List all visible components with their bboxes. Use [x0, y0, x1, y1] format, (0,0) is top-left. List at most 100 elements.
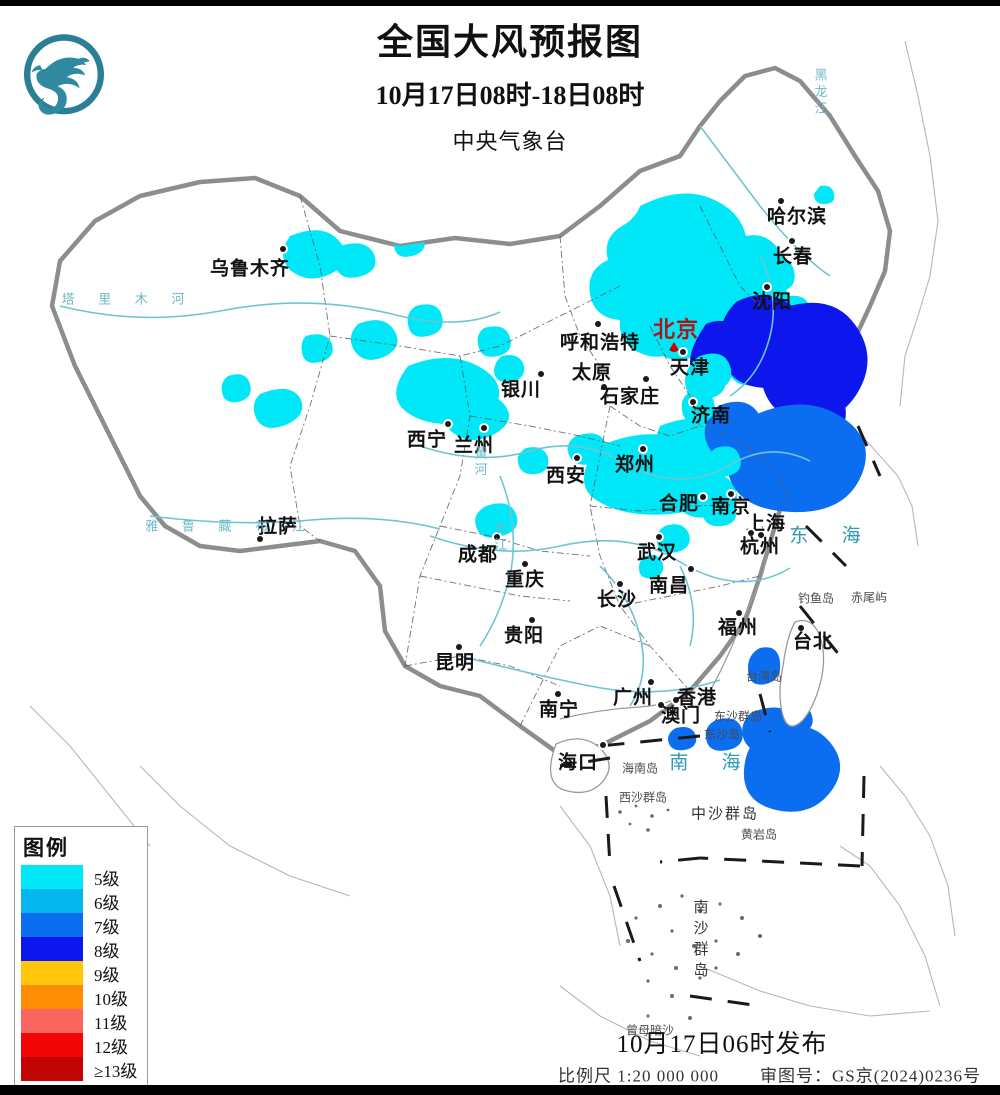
city-label-30: 海口 — [557, 752, 599, 774]
forecast-period: 10月17日08时-18日08时 — [375, 81, 645, 110]
issue-time: 10月17日06时发布 — [616, 1031, 828, 1058]
river-label-3: 长 江 — [492, 521, 508, 551]
city-marker-13 — [778, 198, 784, 204]
city-marker-30 — [600, 742, 606, 748]
legend-row-7: 12级 — [21, 1033, 143, 1057]
island-label-3: 黄岩岛 — [740, 827, 778, 842]
island-label-1: 西沙群岛 — [618, 790, 668, 805]
island-label-0: 海南岛 — [621, 761, 659, 776]
city-marker-14 — [574, 455, 580, 461]
city-marker-12 — [789, 238, 795, 244]
cma-dragon-logo — [23, 34, 105, 115]
city-label-12: 长春 — [772, 246, 814, 268]
legend-swatch-6 — [21, 1009, 83, 1033]
island-label-9: 曾母暗沙 — [625, 1023, 675, 1038]
city-label-2: 西宁 — [406, 429, 448, 451]
city-label-1: 拉萨 — [257, 516, 299, 538]
city-label-4: 银川 — [500, 379, 542, 401]
city-marker-15 — [640, 446, 646, 452]
legend-row-5: 10级 — [21, 985, 143, 1009]
legend-label-2: 7级 — [94, 917, 120, 937]
city-label-21: 南昌 — [648, 575, 690, 597]
sea-label-1: 南 海 — [669, 752, 755, 774]
xisha-islets — [618, 804, 670, 832]
city-marker-10 — [690, 399, 696, 405]
legend-rows: 5级 6级 7级 8级 9级 10级 11级 12级 ≥13级 — [21, 865, 143, 1081]
legend-title: 图例 — [23, 837, 69, 860]
city-marker-0 — [280, 246, 286, 252]
city-marker-17 — [728, 491, 734, 497]
city-label-26: 重庆 — [504, 569, 546, 591]
river-label-4: 雅 鲁 藏 布 江 — [145, 518, 315, 534]
city-label-13: 哈尔滨 — [766, 206, 828, 228]
legend-row-6: 11级 — [21, 1009, 143, 1033]
legend-label-5: 10级 — [94, 989, 128, 1009]
legend-swatch-7 — [21, 1033, 83, 1057]
city-label-27: 贵阳 — [503, 625, 545, 647]
city-label-23: 福州 — [717, 617, 759, 639]
city-marker-28 — [456, 644, 462, 650]
legend-row-2: 7级 — [21, 913, 143, 937]
city-label-32: 香港 — [676, 687, 718, 709]
legend-label-0: 5级 — [94, 869, 120, 889]
city-label-3: 兰州 — [453, 435, 495, 457]
city-label-11: 沈阳 — [751, 291, 793, 313]
legend-label-1: 6级 — [94, 893, 120, 913]
neighbour-outlines — [29, 40, 956, 1057]
city-marker-5 — [595, 321, 601, 327]
city-label-5: 呼和浩特 — [559, 332, 641, 354]
island-label-6: 钓鱼岛 — [797, 591, 835, 606]
taiwan-outline — [779, 619, 825, 727]
legend-box: 图例 5级 6级 7级 8级 9级 10级 11级 12级 ≥13级 — [14, 826, 148, 1085]
city-marker-22 — [617, 581, 623, 587]
legend-row-1: 6级 — [21, 889, 143, 913]
city-label-8: 北京 — [652, 317, 700, 342]
legend-label-8: ≥13级 — [94, 1061, 138, 1081]
map-scale: 比例尺 1:20 000 000 — [558, 1066, 719, 1086]
legend-row-0: 5级 — [21, 865, 143, 889]
city-marker-24 — [798, 625, 804, 631]
river-label-1: 黑 龙 江 — [812, 67, 828, 115]
city-label-31: 广州 — [612, 687, 654, 709]
city-marker-23 — [736, 610, 742, 616]
legend-label-3: 8级 — [94, 941, 120, 961]
city-marker-3 — [481, 425, 487, 431]
city-label-10: 济南 — [690, 405, 732, 427]
city-label-15: 郑州 — [614, 454, 656, 476]
city-marker-26 — [522, 561, 528, 567]
island-label-10: 南沙群岛 — [691, 899, 709, 983]
city-marker-33 — [658, 702, 664, 708]
city-marker-2 — [445, 421, 451, 427]
city-marker-29 — [555, 691, 561, 697]
river-label-2: 黄 河 — [472, 446, 488, 476]
page-title: 全国大风预报图 — [376, 22, 643, 62]
city-label-14: 西安 — [545, 465, 587, 487]
city-marker-19 — [748, 530, 754, 536]
legend-swatch-2 — [21, 913, 83, 937]
river-label-0: 塔 里 木 河 — [61, 291, 195, 307]
city-marker-11 — [764, 284, 770, 290]
city-marker-25 — [494, 534, 500, 540]
city-label-16: 合肥 — [658, 493, 700, 515]
city-label-7: 石家庄 — [599, 386, 661, 408]
city-marker-9 — [680, 349, 686, 355]
city-marker-18 — [758, 532, 764, 538]
city-label-20: 武汉 — [636, 542, 678, 564]
island-label-4: 东沙群岛 — [713, 709, 763, 724]
legend-row-4: 9级 — [21, 961, 143, 985]
legend-row-3: 8级 — [21, 937, 143, 961]
city-label-0: 乌鲁木齐 — [209, 258, 291, 280]
rivers — [59, 125, 831, 707]
legend-swatch-0 — [21, 865, 83, 889]
legend-swatch-4 — [21, 961, 83, 985]
china-map-canvas — [29, 40, 956, 1057]
legend-label-7: 12级 — [94, 1037, 128, 1057]
city-label-6: 太原 — [571, 362, 613, 384]
city-marker-6 — [601, 384, 607, 390]
legend-label-6: 11级 — [94, 1013, 128, 1033]
legend-swatch-3 — [21, 937, 83, 961]
city-label-24: 台北 — [792, 631, 834, 653]
approval-number: 审图号：GS京(2024)0236号 — [760, 1066, 982, 1086]
nansha-islets — [626, 894, 762, 1020]
city-marker-20 — [656, 534, 662, 540]
